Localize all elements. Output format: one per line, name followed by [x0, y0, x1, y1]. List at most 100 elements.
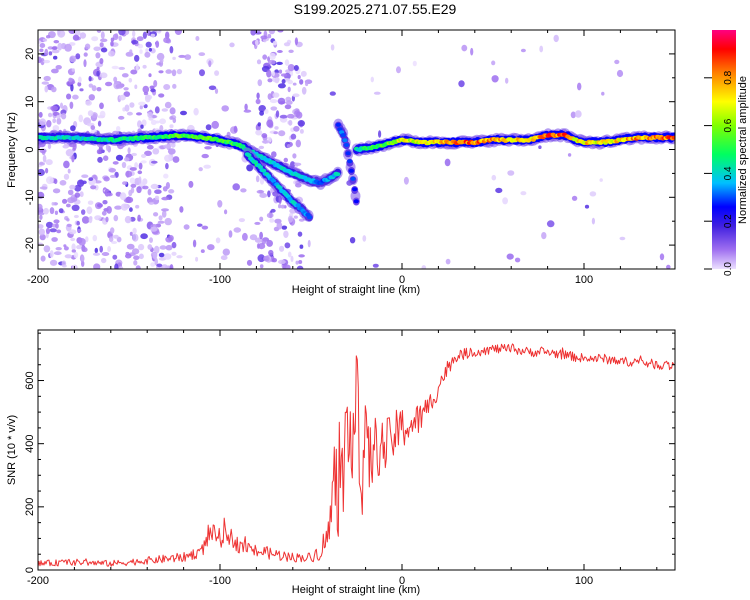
snr-x-axis-label: Height of straight line (km) [292, 584, 420, 596]
ridge-core [335, 122, 341, 127]
noise-speckle [53, 178, 58, 185]
noise-speckle [161, 264, 168, 269]
noise-speckle [167, 148, 176, 155]
noise-speckle [67, 168, 71, 174]
noise-speckle [246, 164, 254, 172]
noise-speckle [62, 198, 68, 204]
noise-speckle [153, 245, 160, 254]
noise-speckle [199, 69, 205, 77]
noise-speckle [172, 156, 180, 163]
noise-speckle [277, 83, 286, 89]
snr-frame [37, 329, 676, 571]
noise-speckle [297, 231, 303, 237]
noise-speckle [93, 46, 101, 52]
noise-speckle [46, 35, 51, 39]
noise-speckle [296, 111, 303, 119]
noise-speckle [257, 122, 261, 127]
noise-speckle [131, 152, 138, 157]
noise-speckle [134, 54, 140, 62]
noise-speckle [52, 125, 60, 132]
noise-speckle [61, 113, 67, 120]
noise-speckle [72, 94, 79, 100]
noise-speckle [49, 207, 55, 215]
noise-speckle [370, 76, 374, 83]
noise-speckle [172, 83, 177, 89]
y-tick-label: 20 [24, 48, 36, 60]
noise-speckle [51, 49, 60, 54]
ridge-core [335, 172, 341, 177]
noise-speckle [192, 239, 197, 248]
noise-speckle [176, 68, 183, 75]
colorbar-tick-label: 0.2 [723, 214, 734, 228]
noise-speckle [169, 264, 174, 269]
noise-speckle [666, 264, 671, 269]
noise-speckle [160, 58, 164, 63]
noise-speckle [85, 236, 89, 243]
x-tick-label: -100 [209, 575, 231, 587]
noise-speckle [295, 139, 301, 148]
noise-speckle [546, 220, 555, 228]
snr-series-line [38, 343, 675, 567]
noise-speckle [103, 176, 110, 182]
colorbar-tick-label: 0.4 [723, 166, 734, 180]
noise-speckle [123, 91, 131, 97]
noise-speckle [38, 111, 43, 118]
noise-speckle [110, 41, 114, 47]
noise-speckle [38, 203, 43, 211]
noise-speckle [67, 189, 74, 196]
noise-speckle [140, 233, 148, 240]
noise-speckle [220, 255, 228, 261]
y-tick-label: -20 [24, 237, 36, 253]
noise-speckle [73, 251, 79, 259]
noise-speckle [97, 203, 103, 208]
noise-speckle [97, 115, 105, 119]
noise-speckle [169, 46, 174, 54]
noise-speckle [128, 189, 133, 197]
noise-speckle [108, 50, 115, 57]
noise-speckle [155, 120, 160, 124]
noise-speckle [77, 229, 82, 233]
noise-speckle [168, 235, 174, 242]
noise-speckle [141, 119, 147, 127]
noise-speckle [297, 120, 305, 127]
noise-speckle [264, 109, 269, 114]
noise-speckle [278, 259, 286, 265]
noise-speckle [284, 104, 292, 110]
noise-speckle [349, 237, 356, 244]
noise-speckle [146, 144, 154, 150]
noise-speckle [57, 42, 63, 51]
noise-speckle [233, 227, 242, 233]
noise-speckle [372, 263, 379, 268]
noise-speckle [88, 177, 94, 182]
noise-speckle [541, 232, 547, 240]
noise-speckle [172, 117, 177, 124]
noise-speckle [45, 159, 53, 166]
noise-speckle [281, 225, 288, 230]
noise-speckle [301, 86, 307, 95]
noise-speckle [45, 227, 51, 234]
noise-speckle [42, 154, 47, 163]
noise-speckle [91, 36, 99, 42]
noise-speckle [73, 214, 79, 219]
noise-speckle [147, 188, 152, 196]
noise-speckle [470, 47, 474, 56]
noise-speckle [249, 234, 258, 241]
noise-speckle [55, 247, 62, 251]
noise-speckle [138, 243, 145, 251]
noise-speckle [74, 184, 82, 192]
noise-speckle [197, 223, 203, 227]
noise-speckle [362, 235, 367, 242]
ridge-core [353, 199, 359, 204]
noise-speckle [83, 59, 87, 68]
noise-speckle [159, 118, 167, 125]
noise-speckle [150, 262, 156, 267]
noise-speckle [113, 76, 118, 83]
noise-speckle [250, 30, 256, 36]
noise-speckle [79, 88, 84, 92]
noise-speckle [76, 245, 82, 250]
noise-speckle [48, 112, 53, 118]
noise-speckle [134, 84, 138, 90]
ridge-core [345, 151, 351, 156]
noise-speckle [45, 221, 54, 229]
noise-speckle [137, 170, 143, 175]
